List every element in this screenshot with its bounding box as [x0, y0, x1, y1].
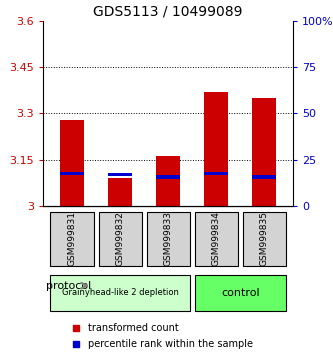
FancyBboxPatch shape: [243, 212, 286, 266]
Bar: [108, 178, 132, 206]
FancyBboxPatch shape: [51, 212, 94, 266]
Bar: [204, 92, 228, 206]
Text: GSM999832: GSM999832: [116, 211, 125, 266]
Bar: [252, 98, 276, 206]
FancyBboxPatch shape: [194, 212, 238, 266]
Text: percentile rank within the sample: percentile rank within the sample: [88, 339, 253, 349]
Text: Grainyhead-like 2 depletion: Grainyhead-like 2 depletion: [62, 288, 178, 297]
Text: transformed count: transformed count: [88, 323, 179, 333]
Text: control: control: [221, 288, 259, 298]
Text: GSM999833: GSM999833: [164, 211, 173, 266]
Bar: [204, 172, 228, 176]
Text: protocol: protocol: [46, 281, 91, 291]
Bar: [60, 120, 84, 206]
Text: GSM999834: GSM999834: [212, 211, 221, 266]
FancyBboxPatch shape: [51, 275, 190, 311]
FancyBboxPatch shape: [147, 212, 190, 266]
Bar: [156, 156, 180, 206]
FancyBboxPatch shape: [194, 275, 286, 311]
Bar: [60, 172, 84, 176]
Title: GDS5113 / 10499089: GDS5113 / 10499089: [94, 5, 243, 19]
Text: GSM999835: GSM999835: [260, 211, 269, 266]
Bar: [252, 175, 276, 178]
Bar: [108, 173, 132, 176]
Text: GSM999831: GSM999831: [68, 211, 77, 266]
Bar: [156, 175, 180, 178]
FancyBboxPatch shape: [99, 212, 142, 266]
